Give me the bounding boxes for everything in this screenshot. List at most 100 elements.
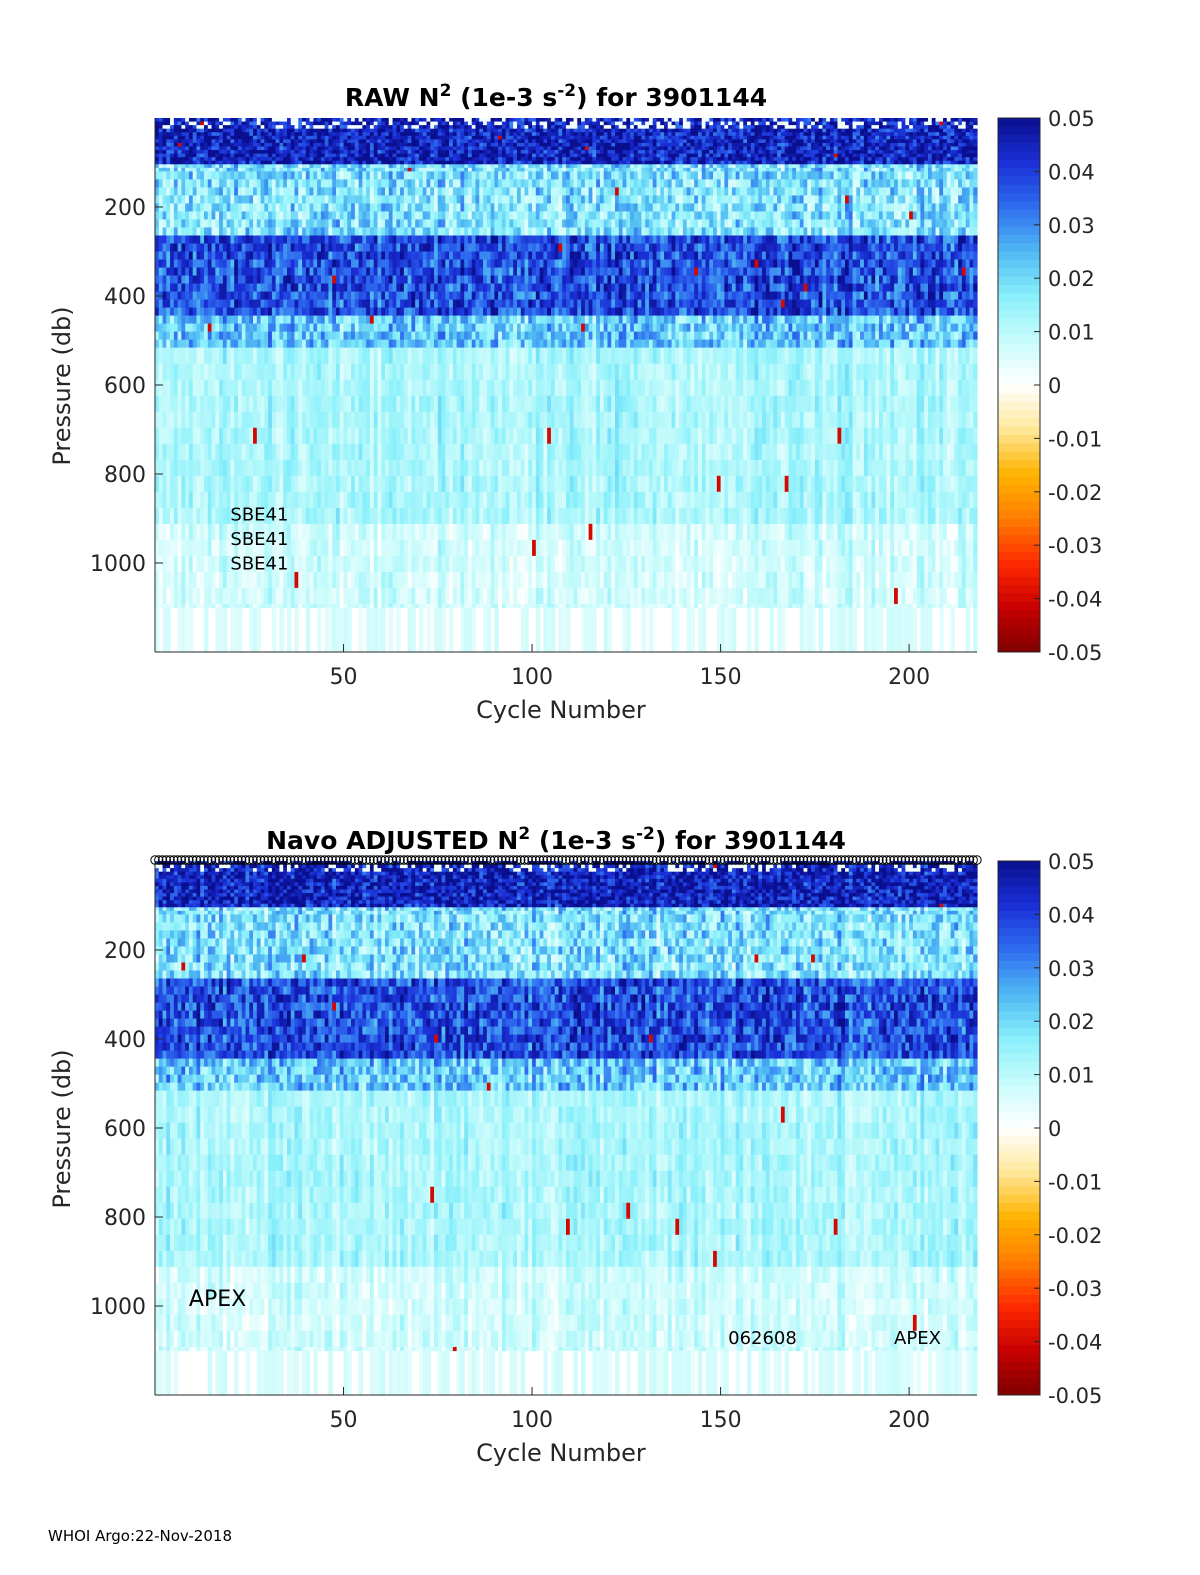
heatmap-cell	[222, 331, 228, 341]
heatmap-cell	[407, 128, 412, 133]
heatmap-cell	[226, 121, 232, 126]
heatmap-cell	[185, 523, 190, 541]
heatmap-cell	[437, 219, 443, 229]
heatmap-cell	[415, 507, 420, 525]
heatmap-cell	[283, 121, 288, 126]
heatmap-cell	[302, 363, 307, 381]
heatmap-cell	[264, 171, 269, 181]
heatmap-cell	[207, 142, 213, 148]
heatmap-cell	[354, 235, 360, 245]
heatmap-cell	[275, 259, 281, 269]
heatmap-cell	[188, 150, 194, 155]
heatmap-cell	[430, 459, 435, 477]
heatmap-cell	[320, 267, 326, 277]
heatmap-cell	[177, 142, 182, 148]
heatmap-cell	[226, 171, 232, 181]
heatmap-cell	[347, 164, 352, 169]
heatmap-cell	[162, 167, 167, 172]
heatmap-cell	[343, 195, 348, 205]
heatmap-cell	[155, 146, 160, 151]
heatmap-cell	[196, 167, 201, 172]
heatmap-cell	[204, 507, 209, 525]
heatmap-cell	[181, 187, 186, 197]
heatmap-cell	[279, 299, 284, 309]
heatmap-cell	[211, 571, 216, 589]
heatmap-cell	[449, 195, 454, 205]
heatmap-cell	[166, 331, 171, 341]
heatmap-cell	[162, 243, 167, 253]
heatmap-cell	[188, 323, 194, 333]
heatmap-cell	[437, 142, 443, 148]
heatmap-cell	[396, 157, 401, 162]
heatmap-cell	[418, 211, 424, 221]
heatmap-cell	[479, 291, 484, 301]
heatmap-cell	[486, 211, 492, 221]
heatmap-cell	[400, 157, 405, 162]
heatmap-cell	[170, 427, 175, 445]
heatmap-cell	[155, 251, 160, 261]
heatmap-cell	[204, 587, 209, 605]
heatmap-cell	[464, 307, 469, 317]
heatmap-cell	[351, 219, 356, 229]
heatmap-cell	[268, 459, 273, 477]
heatmap-cell	[479, 153, 484, 158]
heatmap-cell	[275, 128, 281, 133]
heatmap-cell	[173, 150, 179, 155]
heatmap-cell	[268, 219, 273, 229]
heatmap-cell	[486, 227, 492, 237]
heatmap-cell	[396, 523, 401, 541]
heatmap-cell	[411, 587, 416, 605]
heatmap-cell	[411, 379, 416, 397]
heatmap-cell	[385, 187, 390, 197]
heatmap-cell	[305, 195, 311, 205]
heatmap-cell	[467, 427, 473, 445]
heatmap-cell	[449, 259, 454, 269]
heatmap-cell	[467, 171, 473, 181]
heatmap-cell	[173, 539, 179, 557]
heatmap-cell	[226, 443, 232, 461]
heatmap-cell	[332, 227, 337, 237]
heatmap-cell	[396, 339, 401, 349]
heatmap-cell	[471, 323, 477, 333]
heatmap-cell	[388, 125, 394, 130]
heatmap-cell	[490, 315, 495, 325]
heatmap-cell	[294, 118, 299, 123]
heatmap-cell	[418, 171, 424, 181]
heatmap-cell	[347, 118, 352, 123]
heatmap-cell	[434, 132, 439, 137]
heatmap-cell	[170, 275, 175, 285]
heatmap-cell	[373, 299, 379, 309]
heatmap-cell	[177, 363, 182, 381]
heatmap-cell	[430, 153, 435, 158]
heatmap-cell	[222, 128, 228, 133]
heatmap-cell	[294, 187, 299, 197]
heatmap-cell	[204, 153, 209, 158]
heatmap-cell	[162, 195, 167, 205]
heatmap-cell	[354, 283, 360, 293]
heatmap-cell	[241, 132, 247, 137]
heatmap-cell	[253, 142, 258, 148]
heatmap-cell	[324, 491, 330, 509]
heatmap-cell	[192, 275, 198, 285]
heatmap-cell	[200, 539, 205, 557]
heatmap-cell	[456, 291, 462, 301]
heatmap-cell	[377, 475, 382, 493]
heatmap-cell	[415, 251, 420, 261]
heatmap-cell	[279, 411, 284, 429]
heatmap-cell	[185, 427, 190, 445]
heatmap-cell	[305, 395, 311, 413]
heatmap-cell	[332, 475, 337, 493]
heatmap-cell	[426, 299, 431, 309]
heatmap-cell	[396, 171, 401, 181]
heatmap-cell	[279, 135, 284, 140]
heatmap-cell	[422, 275, 428, 285]
heatmap-cell	[403, 227, 409, 237]
heatmap-cell	[271, 443, 277, 461]
heatmap-cell	[464, 267, 469, 277]
heatmap-cell	[317, 187, 322, 197]
heatmap-cell	[377, 251, 382, 261]
heatmap-cell	[373, 603, 379, 609]
heatmap-cell	[381, 171, 386, 181]
heatmap-cell	[332, 587, 337, 605]
heatmap-cell	[219, 157, 224, 162]
